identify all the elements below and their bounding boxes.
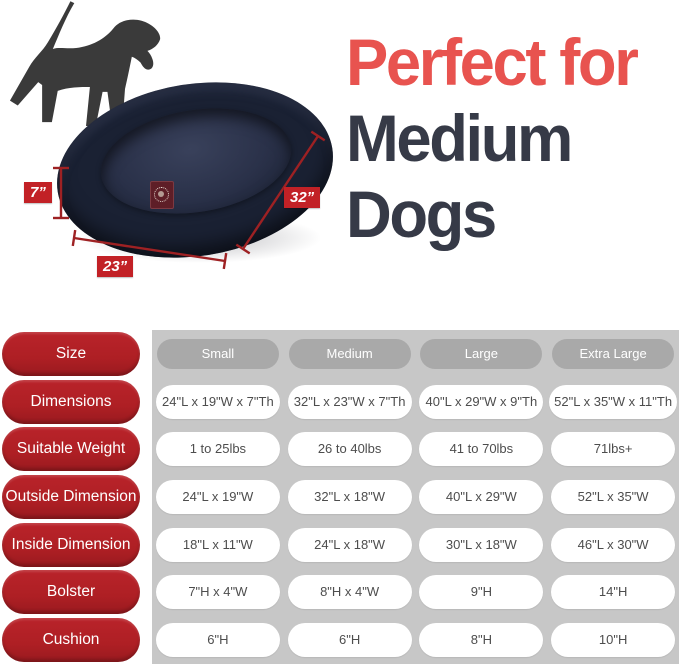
row-label-outside-dimension: Outside Dimension [2,474,140,519]
cell-outside-medium: 32"L x 18"W [287,479,412,514]
title-main-line-1: Medium [346,101,573,175]
cell-weight-medium: 26 to 40lbs [287,432,412,467]
cell-bolster-large: 9"H [419,575,544,610]
cell-outside-large: 40"L x 29"W [419,479,544,514]
row-label-cushion: Cushion [2,617,140,662]
cell-inside-medium: 24"L x 18"W [287,527,412,562]
cell-cushion-extra-large: 10"H [551,622,676,657]
cell-dimensions-large: 40"L x 29"W x 9"Th [419,384,544,419]
page-title: Perfect for Medium Dogs [346,24,666,252]
cell-cushion-medium: 6"H [287,622,412,657]
cell-cushion-small: 6"H [155,622,280,657]
row-label-suitable-weight: Suitable Weight [2,427,140,472]
title-main-line-2: Dogs [346,177,497,251]
cell-dimensions-small: 24"L x 19"W x 7"Th [155,384,280,419]
cell-outside-extra-large: 52"L x 35"W [551,479,676,514]
row-label-inside-dimension: Inside Dimension [2,522,140,567]
row-label-bolster: Bolster [2,570,140,615]
dog-bed-image [44,63,346,277]
cell-bolster-medium: 8"H x 4"W [287,575,412,610]
cell-dimensions-medium: 32"L x 23"W x 7"Th [287,384,412,419]
row-label-dimensions: Dimensions [2,379,140,424]
length-measurement-label: 23” [97,256,134,277]
cell-bolster-small: 7"H x 4"W [155,575,280,610]
row-label-size: Size [2,331,140,376]
cell-cushion-large: 8"H [419,622,544,657]
dog-silhouette-icon [9,1,161,128]
size-chart-table: Size Small Medium Large Extra Large Dime… [0,330,679,664]
table-row-cushion: Cushion 6"H 6"H 8"H 10"H [0,616,679,664]
table-row-outside-dimension: Outside Dimension 24"L x 19"W 32"L x 18"… [0,473,679,521]
table-row-inside-dimension: Inside Dimension 18"L x 11"W 24"L x 18"W… [0,521,679,569]
cell-weight-extra-large: 71lbs+ [551,432,676,467]
cell-bolster-extra-large: 14"H [551,575,676,610]
table-header-row: Size Small Medium Large Extra Large [0,330,679,378]
cell-inside-large: 30"L x 18"W [419,527,544,562]
hero-section: 7” 23” 32” Perfect for Medium Dogs [0,0,679,330]
table-row-bolster: Bolster 7"H x 4"W 8"H x 4"W 9"H 14"H [0,568,679,616]
brand-logo-tag-icon [150,181,174,209]
table-row-dimensions: Dimensions 24"L x 19"W x 7"Th 32"L x 23"… [0,378,679,426]
width-measurement-label: 32” [284,187,321,208]
table-row-suitable-weight: Suitable Weight 1 to 25lbs 26 to 40lbs 4… [0,425,679,473]
title-accent-line: Perfect for [346,25,639,99]
cell-dimensions-extra-large: 52"L x 35"W x 11"Th [549,384,678,419]
cell-inside-extra-large: 46"L x 30"W [551,527,676,562]
cell-weight-large: 41 to 70lbs [419,432,544,467]
cell-outside-small: 24"L x 19"W [155,479,280,514]
cell-inside-small: 18"L x 11"W [155,527,280,562]
cell-weight-small: 1 to 25lbs [155,432,280,467]
column-header-large: Large [420,338,543,369]
height-measurement-label: 7” [24,182,52,203]
column-header-extra-large: Extra Large [552,338,675,369]
column-header-medium: Medium [288,338,411,369]
column-header-small: Small [156,338,279,369]
